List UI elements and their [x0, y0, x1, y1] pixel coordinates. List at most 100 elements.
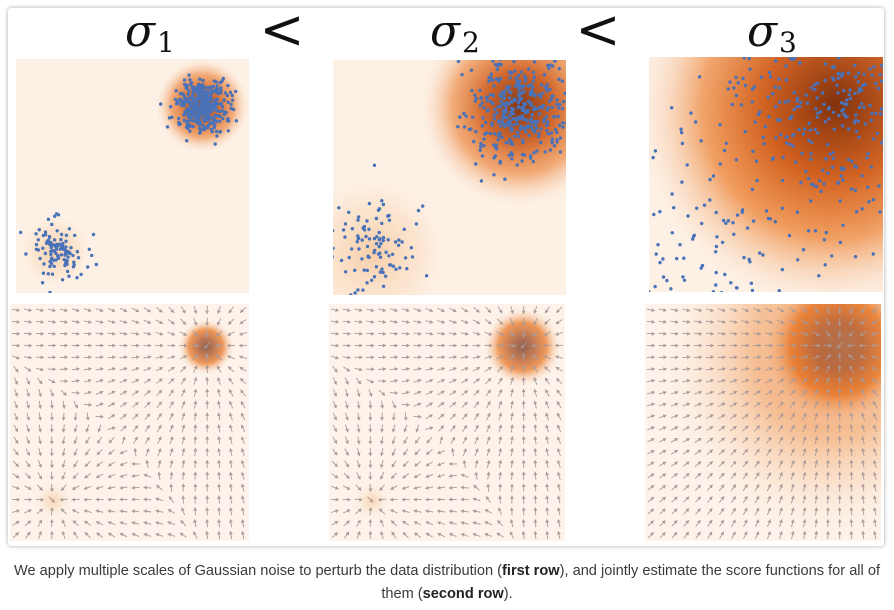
caption-text-1: We apply multiple scales of Gaussian noi… — [13, 563, 503, 579]
score-arrow — [437, 521, 446, 525]
score-arrow — [705, 367, 714, 371]
sample-point — [831, 151, 835, 155]
sample-point — [860, 207, 864, 211]
sample-point — [225, 118, 230, 123]
score-arrow — [647, 461, 655, 467]
score-arrow — [23, 308, 32, 312]
sample-point — [714, 244, 719, 249]
sample-point — [213, 142, 217, 146]
sample-point — [464, 114, 468, 118]
score-arrow — [354, 308, 363, 313]
score-arrow — [462, 459, 467, 468]
score-arrow — [717, 320, 726, 324]
score-arrow — [861, 507, 866, 516]
score-arrow — [533, 483, 538, 492]
sigma-label-1: σ1 — [125, 8, 175, 59]
sample-point — [714, 210, 718, 215]
score-arrow — [719, 519, 725, 527]
score-arrow — [437, 474, 446, 478]
score-arrow — [333, 388, 338, 397]
sample-point — [818, 110, 823, 114]
sample-point — [557, 77, 561, 81]
sample-point — [230, 98, 235, 102]
score-arrow — [205, 507, 210, 516]
sample-point — [482, 137, 486, 141]
sample-point — [219, 102, 223, 106]
sample-point — [795, 105, 799, 109]
score-arrow — [143, 497, 152, 502]
sample-point — [200, 99, 204, 103]
score-arrow — [670, 319, 679, 324]
sample-point — [857, 90, 861, 94]
score-arrow — [706, 460, 714, 467]
sample-point — [555, 140, 559, 144]
score-arrow — [730, 460, 737, 468]
sample-point — [820, 38, 823, 41]
sample-point — [49, 252, 53, 257]
score-arrow — [778, 424, 784, 432]
score-arrow — [240, 424, 246, 433]
score-arrow — [425, 355, 434, 360]
sample-point — [507, 122, 511, 127]
score-arrow — [545, 389, 550, 397]
sample-point — [405, 267, 409, 271]
sample-point — [381, 235, 386, 240]
sample-point — [548, 87, 552, 92]
score-arrow — [49, 436, 54, 445]
score-arrow — [227, 318, 235, 325]
score-arrow — [448, 521, 457, 525]
score-arrow — [344, 460, 350, 468]
score-arrow — [486, 412, 491, 421]
score-arrow — [131, 367, 140, 371]
score-arrow — [474, 448, 479, 457]
score-arrow — [837, 460, 842, 468]
sample-point — [860, 174, 864, 178]
sample-point — [215, 97, 219, 102]
score-arrow — [12, 460, 20, 468]
sample-point — [670, 192, 674, 196]
sample-point — [222, 112, 227, 117]
score-arrow — [366, 319, 375, 324]
sample-point — [788, 142, 792, 147]
sample-point — [774, 59, 778, 63]
score-arrow — [95, 509, 104, 514]
sample-point — [56, 213, 61, 217]
score-arrow — [180, 377, 186, 385]
score-arrow — [131, 509, 140, 514]
score-arrow — [95, 521, 104, 526]
score-arrow — [107, 509, 116, 514]
score-arrow — [872, 424, 878, 433]
sample-point — [339, 258, 344, 263]
score-arrow — [49, 448, 54, 457]
score-arrow — [425, 473, 434, 478]
score-arrow — [778, 507, 783, 516]
sample-point — [179, 91, 183, 96]
sample-point — [367, 201, 372, 206]
score-arrow — [682, 402, 691, 407]
score-arrow — [743, 507, 748, 516]
score-arrow — [389, 343, 398, 348]
sample-point — [840, 101, 844, 105]
sample-point — [748, 67, 752, 71]
score-arrow — [107, 402, 116, 408]
score-arrow — [694, 484, 702, 491]
score-arrow — [107, 331, 116, 336]
score-arrow — [460, 485, 469, 490]
score-arrow — [520, 342, 527, 349]
score-arrow — [366, 308, 375, 313]
score-arrow — [658, 355, 667, 360]
score-arrow — [741, 378, 750, 383]
score-arrow — [814, 471, 819, 480]
sample-point — [870, 111, 874, 116]
score-arrow — [240, 483, 245, 492]
score-arrow — [413, 402, 422, 407]
score-arrow — [646, 308, 655, 312]
sample-point — [323, 257, 326, 260]
score-arrow — [217, 424, 221, 433]
sample-point — [234, 119, 239, 123]
sample-point — [516, 134, 521, 139]
sample-point — [372, 163, 377, 167]
score-arrow — [788, 355, 797, 360]
sample-point — [534, 107, 538, 112]
score-arrow — [425, 449, 433, 455]
